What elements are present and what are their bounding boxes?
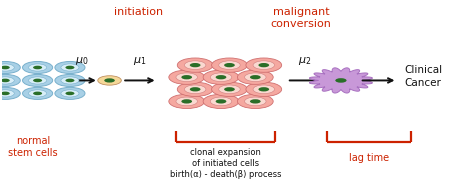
Circle shape: [335, 78, 346, 83]
Circle shape: [184, 61, 206, 70]
Circle shape: [224, 87, 235, 91]
Polygon shape: [310, 68, 373, 93]
Circle shape: [23, 74, 53, 87]
Text: malignant
conversion: malignant conversion: [271, 7, 331, 29]
Circle shape: [216, 99, 227, 104]
Circle shape: [258, 87, 269, 91]
Circle shape: [237, 70, 273, 84]
Circle shape: [169, 94, 205, 108]
Circle shape: [176, 73, 197, 82]
Circle shape: [211, 58, 247, 72]
Circle shape: [216, 75, 227, 79]
Circle shape: [258, 63, 269, 67]
Circle shape: [177, 58, 213, 72]
Text: clonal expansion
of initiated cells
birth(α) - death(β) process: clonal expansion of initiated cells birt…: [170, 148, 282, 179]
Circle shape: [250, 75, 261, 79]
Text: $\mu_1$: $\mu_1$: [133, 55, 147, 67]
Circle shape: [23, 87, 53, 99]
Circle shape: [245, 73, 266, 82]
Circle shape: [55, 62, 85, 74]
Text: lag time: lag time: [349, 153, 389, 163]
Circle shape: [55, 74, 85, 87]
Circle shape: [182, 75, 192, 79]
Circle shape: [65, 79, 74, 82]
Circle shape: [250, 99, 261, 104]
Circle shape: [253, 61, 274, 70]
Circle shape: [61, 77, 79, 84]
Circle shape: [1, 92, 10, 95]
Circle shape: [28, 64, 46, 71]
Circle shape: [184, 85, 206, 94]
Circle shape: [0, 64, 14, 71]
Circle shape: [0, 74, 20, 87]
Circle shape: [33, 66, 42, 69]
Circle shape: [246, 58, 282, 72]
Circle shape: [28, 90, 46, 97]
Circle shape: [65, 66, 74, 69]
Text: $\mu_2$: $\mu_2$: [298, 55, 311, 67]
Circle shape: [253, 85, 274, 94]
Circle shape: [1, 66, 10, 69]
Circle shape: [1, 79, 10, 82]
Circle shape: [0, 87, 20, 99]
Circle shape: [169, 70, 205, 84]
Circle shape: [0, 90, 14, 97]
Circle shape: [33, 79, 42, 82]
Circle shape: [0, 62, 20, 74]
Circle shape: [190, 63, 201, 67]
Circle shape: [237, 94, 273, 108]
Circle shape: [55, 87, 85, 99]
Circle shape: [190, 87, 201, 91]
Circle shape: [224, 63, 235, 67]
Circle shape: [104, 78, 115, 83]
Circle shape: [203, 70, 239, 84]
Circle shape: [245, 97, 266, 106]
Circle shape: [203, 94, 239, 108]
Circle shape: [65, 92, 74, 95]
Circle shape: [23, 62, 53, 74]
Circle shape: [33, 92, 42, 95]
Circle shape: [182, 99, 192, 104]
Circle shape: [210, 97, 232, 106]
Text: $\mu_0$: $\mu_0$: [75, 55, 89, 67]
Circle shape: [98, 76, 121, 85]
Circle shape: [219, 85, 240, 94]
Circle shape: [28, 77, 46, 84]
Text: normal
stem cells: normal stem cells: [8, 136, 58, 158]
Circle shape: [177, 82, 213, 96]
Circle shape: [61, 64, 79, 71]
Circle shape: [0, 77, 14, 84]
Circle shape: [61, 90, 79, 97]
Circle shape: [176, 97, 197, 106]
Circle shape: [219, 61, 240, 70]
Text: initiation: initiation: [114, 7, 163, 17]
Circle shape: [210, 73, 232, 82]
Circle shape: [246, 82, 282, 96]
Circle shape: [211, 82, 247, 96]
Text: Clinical
Cancer: Clinical Cancer: [404, 66, 443, 88]
